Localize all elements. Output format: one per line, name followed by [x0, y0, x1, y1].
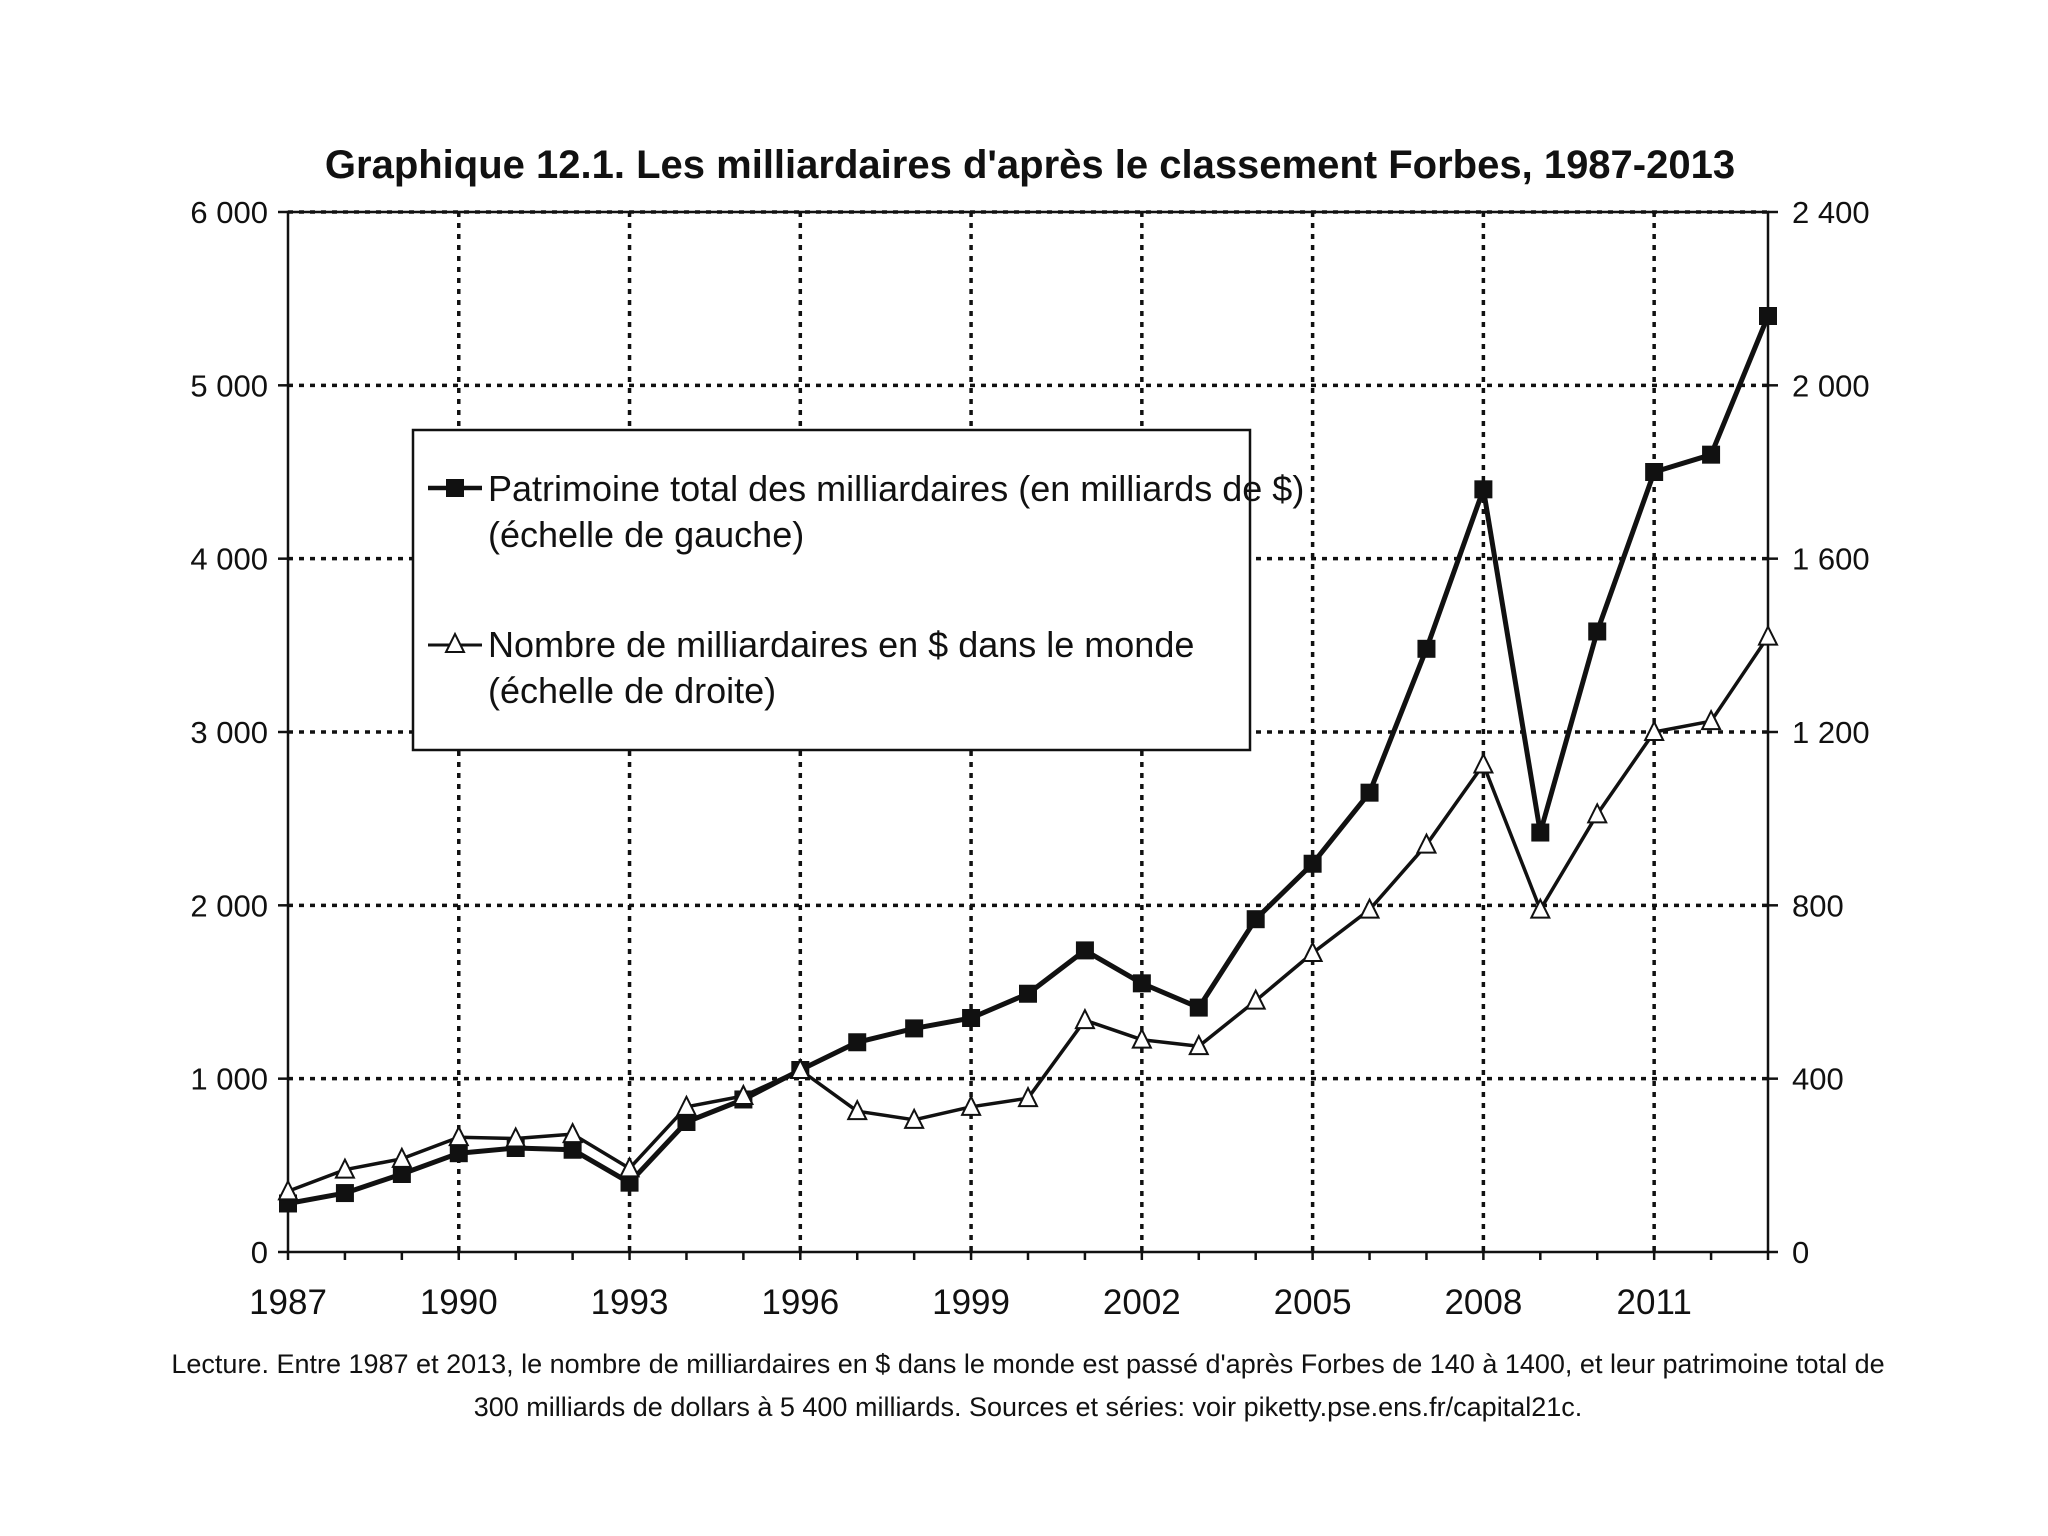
data-point-square — [677, 1113, 696, 1131]
x-tick-label: 1993 — [591, 1283, 669, 1322]
data-point-square — [1246, 910, 1265, 929]
x-tick-label: 1990 — [420, 1283, 498, 1322]
legend-label-patrimoine: Patrimoine total des milliardaires (en m… — [488, 468, 1304, 509]
data-point-triangle — [789, 1057, 811, 1079]
legend-box — [411, 428, 1252, 752]
x-tick-label: 2002 — [1103, 1283, 1181, 1322]
right-tick-label: 400 — [1792, 1062, 1844, 1097]
data-point-square — [848, 1033, 867, 1052]
data-point-triangle — [1245, 988, 1267, 1010]
chart-title: Graphique 12.1. Les milliardaires d'aprè… — [325, 143, 1735, 187]
data-point-square — [1531, 823, 1550, 842]
data-point-triangle — [448, 1124, 470, 1147]
data-point-triangle — [903, 1107, 925, 1129]
data-point-triangle — [1074, 1007, 1096, 1030]
x-tick-label: 2005 — [1274, 1283, 1352, 1322]
legend: Patrimoine total des milliardaires (en m… — [411, 428, 1304, 752]
x-tick-label: 2008 — [1444, 1283, 1522, 1322]
right-tick-label: 0 — [1792, 1235, 1809, 1270]
data-point-triangle — [334, 1157, 356, 1179]
data-point-square — [1303, 854, 1322, 873]
legend-item-nombre: Nombre de milliardaires en $ dans le mon… — [428, 624, 1194, 711]
data-point-square — [1075, 941, 1094, 960]
right-tick-label: 1 200 — [1792, 715, 1870, 750]
left-tick-label: 1 000 — [190, 1062, 268, 1097]
right-tick-label: 1 600 — [1792, 542, 1870, 577]
filled-square-marker-icon — [446, 479, 464, 497]
data-point-triangle — [1415, 832, 1438, 854]
x-tick-label: 2011 — [1617, 1283, 1692, 1322]
x-axis: 1987 1990 1993 1996 1999 2002 2005 2008 2011 — [249, 1252, 1770, 1322]
data-point-triangle — [618, 1156, 641, 1178]
data-point-triangle — [1586, 802, 1608, 824]
data-point-square — [335, 1184, 354, 1203]
legend-label-nombre: Nombre de milliardaires en $ dans le mon… — [488, 624, 1194, 665]
left-tick-label: 5 000 — [190, 368, 268, 403]
data-point-triangle — [960, 1094, 982, 1116]
data-point-square — [1019, 984, 1037, 1003]
data-point-triangle — [675, 1094, 698, 1116]
data-point-triangle — [561, 1121, 584, 1144]
right-tick-label: 2 400 — [1792, 195, 1870, 230]
caption-line-2: 300 milliards de dollars à 5 400 milliar… — [474, 1392, 1583, 1422]
data-point-square — [392, 1165, 411, 1183]
left-tick-label: 3 000 — [190, 715, 268, 750]
right-axis: 0 400 800 1 200 1 600 2 000 2 400 — [1768, 195, 1870, 1270]
legend-sublabel-patrimoine: (échelle de gauche) — [488, 514, 804, 555]
data-point-triangle — [277, 1179, 299, 1201]
x-tick-label: 1987 — [249, 1283, 327, 1322]
data-point-square — [620, 1173, 639, 1192]
legend-item-patrimoine: Patrimoine total des milliardaires (en m… — [428, 468, 1304, 555]
data-point-square — [449, 1144, 468, 1163]
data-point-triangle — [1472, 752, 1495, 774]
data-point-triangle — [846, 1098, 868, 1121]
x-tick-label: 1996 — [761, 1283, 839, 1322]
legend-sublabel-nombre: (échelle de droite) — [488, 670, 776, 711]
series-nombre — [277, 624, 1779, 1201]
data-point-square — [1759, 307, 1777, 325]
data-point-triangle — [505, 1126, 527, 1148]
data-point-square — [1702, 445, 1721, 464]
data-point-triangle — [391, 1146, 413, 1168]
data-point-triangle — [1757, 624, 1779, 646]
data-point-square — [1588, 622, 1607, 641]
data-point-triangle — [1358, 897, 1381, 919]
data-point-triangle — [1643, 719, 1665, 741]
series-layer — [277, 307, 1779, 1213]
data-point-square — [1132, 974, 1151, 993]
right-tick-label: 2 000 — [1792, 368, 1870, 403]
caption-line-1: Lecture. Entre 1987 et 2013, le nombre d… — [171, 1349, 1884, 1379]
right-tick-label: 800 — [1792, 888, 1844, 923]
data-point-triangle — [1301, 940, 1324, 962]
left-tick-label: 2 000 — [190, 888, 268, 923]
data-point-square — [962, 1009, 981, 1027]
data-point-triangle — [1700, 708, 1722, 731]
left-tick-label: 4 000 — [190, 542, 268, 577]
open-triangle-marker-icon — [444, 631, 466, 653]
left-tick-label: 6 000 — [190, 195, 268, 230]
data-point-triangle — [732, 1083, 755, 1105]
data-point-square — [1645, 463, 1664, 481]
data-point-square — [563, 1140, 582, 1159]
left-axis: 0 1 000 2 000 3 000 4 000 5 000 6 000 — [190, 195, 288, 1270]
data-point-triangle — [1188, 1033, 1210, 1056]
data-point-square — [1360, 783, 1379, 802]
data-point-square — [905, 1019, 924, 1038]
x-tick-label: 1999 — [932, 1283, 1010, 1322]
data-point-square — [1189, 998, 1208, 1017]
data-point-triangle — [1131, 1027, 1153, 1049]
data-point-square — [1417, 639, 1436, 658]
data-point-triangle — [1529, 897, 1551, 919]
data-point-triangle — [1017, 1085, 1039, 1108]
data-point-square — [1474, 480, 1493, 499]
left-tick-label: 0 — [251, 1235, 268, 1270]
